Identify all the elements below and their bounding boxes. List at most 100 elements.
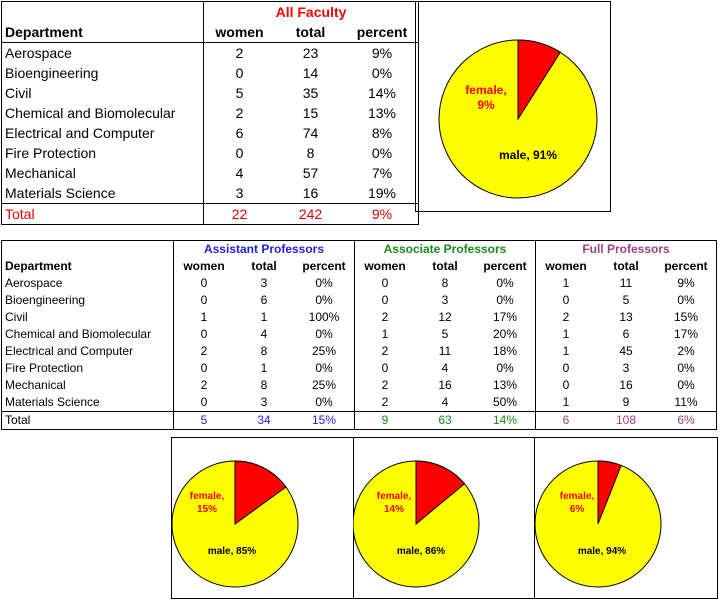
percent-cell: 9% [346, 42, 419, 63]
assoc-percent-cell: 13% [492, 378, 518, 392]
table-row: Mechanical 4 57 7% [1, 163, 419, 183]
assoc-total-cell: 16 [438, 378, 452, 392]
assoc-total-total: 63 [438, 413, 452, 427]
department-cell: Mechanical [1, 377, 174, 394]
asst-total-cell: 1 [260, 310, 268, 324]
asst-total-cell: 3 [260, 395, 268, 409]
total-cell: 23 [302, 45, 319, 61]
pie-label-female: female, [465, 83, 506, 97]
asst-percent-cell: 0% [315, 293, 333, 307]
assoc-women-cell: 2 [354, 394, 415, 412]
full-total-cell: 16 [619, 378, 633, 392]
header-total: total [295, 24, 326, 40]
asst-total-cell: 8 [260, 378, 268, 392]
associate-pie-panel: female, 14% male, 86% [352, 437, 535, 599]
pie-label-female: 9% [477, 98, 495, 112]
full-header-total: total [613, 259, 639, 273]
asst-women-cell: 0 [173, 394, 234, 412]
assoc-percent-cell: 17% [492, 310, 518, 324]
header-women: women [203, 22, 275, 43]
percent-cell: 0% [346, 143, 419, 163]
pie-label-female: female, [560, 491, 595, 502]
department-cell: Materials Science [1, 183, 204, 204]
percent-cell: 7% [346, 163, 419, 183]
full-total-percent: 6% [656, 411, 717, 430]
full-women-cell: 1 [535, 275, 596, 292]
table-row: Fire Protection 0 1 0% 0 4 0% 0 3 0% [1, 360, 717, 377]
header-department: Department [1, 22, 204, 43]
asst-percent-cell: 25% [311, 344, 337, 358]
department-cell: Aerospace [1, 42, 204, 63]
all-faculty-table: All Faculty Department women total perce… [1, 1, 419, 225]
women-cell: 4 [203, 163, 275, 183]
assoc-percent-cell: 18% [492, 344, 518, 358]
asst-percent-cell: 0% [315, 276, 333, 290]
asst-total-cell: 8 [260, 344, 268, 358]
full-percent-cell: 0% [656, 377, 717, 394]
percent-cell: 13% [346, 103, 419, 123]
assoc-percent-cell: 0% [496, 276, 514, 290]
department-cell: Bioengineering [1, 292, 174, 309]
asst-total-cell: 6 [260, 293, 268, 307]
department-cell: Chemical and Biomolecular [1, 326, 174, 343]
total-cell: 74 [302, 125, 319, 141]
asst-women-cell: 2 [173, 343, 234, 360]
total-percent: 9% [346, 203, 419, 225]
pie-label-male: male, 85% [208, 546, 256, 557]
asst-total-cell: 3 [260, 276, 268, 290]
asst-header-total: total [251, 259, 277, 273]
pie-label-male: male, 86% [397, 546, 445, 557]
assoc-total-cell: 5 [441, 327, 449, 341]
table-row: Fire Protection 0 8 0% [1, 143, 419, 163]
table-row: Chemical and Biomolecular 0 4 0% 1 5 20% 1 6 17% [1, 326, 717, 343]
total-cell: 8 [306, 145, 315, 161]
asst-women-cell: 1 [173, 309, 234, 326]
pie-label-female: 15% [197, 504, 217, 515]
full-header-women: women [535, 258, 596, 275]
asst-women-cell: 0 [173, 326, 234, 343]
table-row: Bioengineering 0 14 0% [1, 63, 419, 83]
assistant-pie-panel: female, 15% male, 85% [171, 437, 354, 599]
asst-women-cell: 2 [173, 377, 234, 394]
asst-women-cell: 0 [173, 292, 234, 309]
asst-women-cell: 0 [173, 360, 234, 377]
pie-label-female: 6% [570, 504, 585, 515]
assoc-percent-cell: 50% [492, 395, 518, 409]
assoc-women-cell: 2 [354, 309, 415, 326]
asst-percent-cell: 25% [311, 378, 337, 392]
total-cell: 14 [302, 65, 319, 81]
assoc-total-percent: 14% [492, 413, 518, 427]
women-cell: 6 [203, 123, 275, 143]
full-percent-cell: 17% [656, 326, 717, 343]
full-total-cell: 13 [619, 310, 633, 324]
full-pie-chart: female, 6% male, 94% [534, 460, 662, 588]
assoc-total-women: 9 [354, 411, 415, 430]
full-percent-cell: 0% [656, 360, 717, 377]
full-women-cell: 0 [535, 377, 596, 394]
table-row: Chemical and Biomolecular 2 15 13% [1, 103, 419, 123]
full-total-cell: 5 [622, 293, 630, 307]
pie-slice-female [517, 39, 562, 121]
assoc-header-women: women [354, 258, 415, 275]
percent-cell: 0% [346, 63, 419, 83]
full-women-cell: 0 [535, 360, 596, 377]
assoc-header-percent: percent [483, 259, 527, 273]
department-cell: Electrical and Computer [1, 123, 204, 143]
assoc-total-cell: 11 [438, 344, 452, 358]
assoc-total-cell: 12 [438, 310, 452, 324]
asst-percent-cell: 0% [315, 327, 333, 341]
department-cell: Mechanical [1, 163, 204, 183]
full-total-women: 6 [535, 411, 596, 430]
full-header-percent: percent [656, 258, 717, 275]
table-row: Civil 5 35 14% [1, 83, 419, 103]
women-cell: 2 [203, 42, 275, 63]
pie-slice-female [597, 460, 622, 525]
asst-total-percent: 15% [311, 413, 337, 427]
total-women: 22 [203, 203, 275, 225]
table-row: Electrical and Computer 2 8 25% 2 11 18% 1 45 2% [1, 343, 717, 360]
assistant-title: Assistant Professors [173, 240, 355, 258]
pie-label-male: male, 91% [499, 148, 557, 162]
percent-cell: 14% [346, 83, 419, 103]
assoc-percent-cell: 0% [496, 293, 514, 307]
full-title: Full Professors [535, 240, 717, 258]
